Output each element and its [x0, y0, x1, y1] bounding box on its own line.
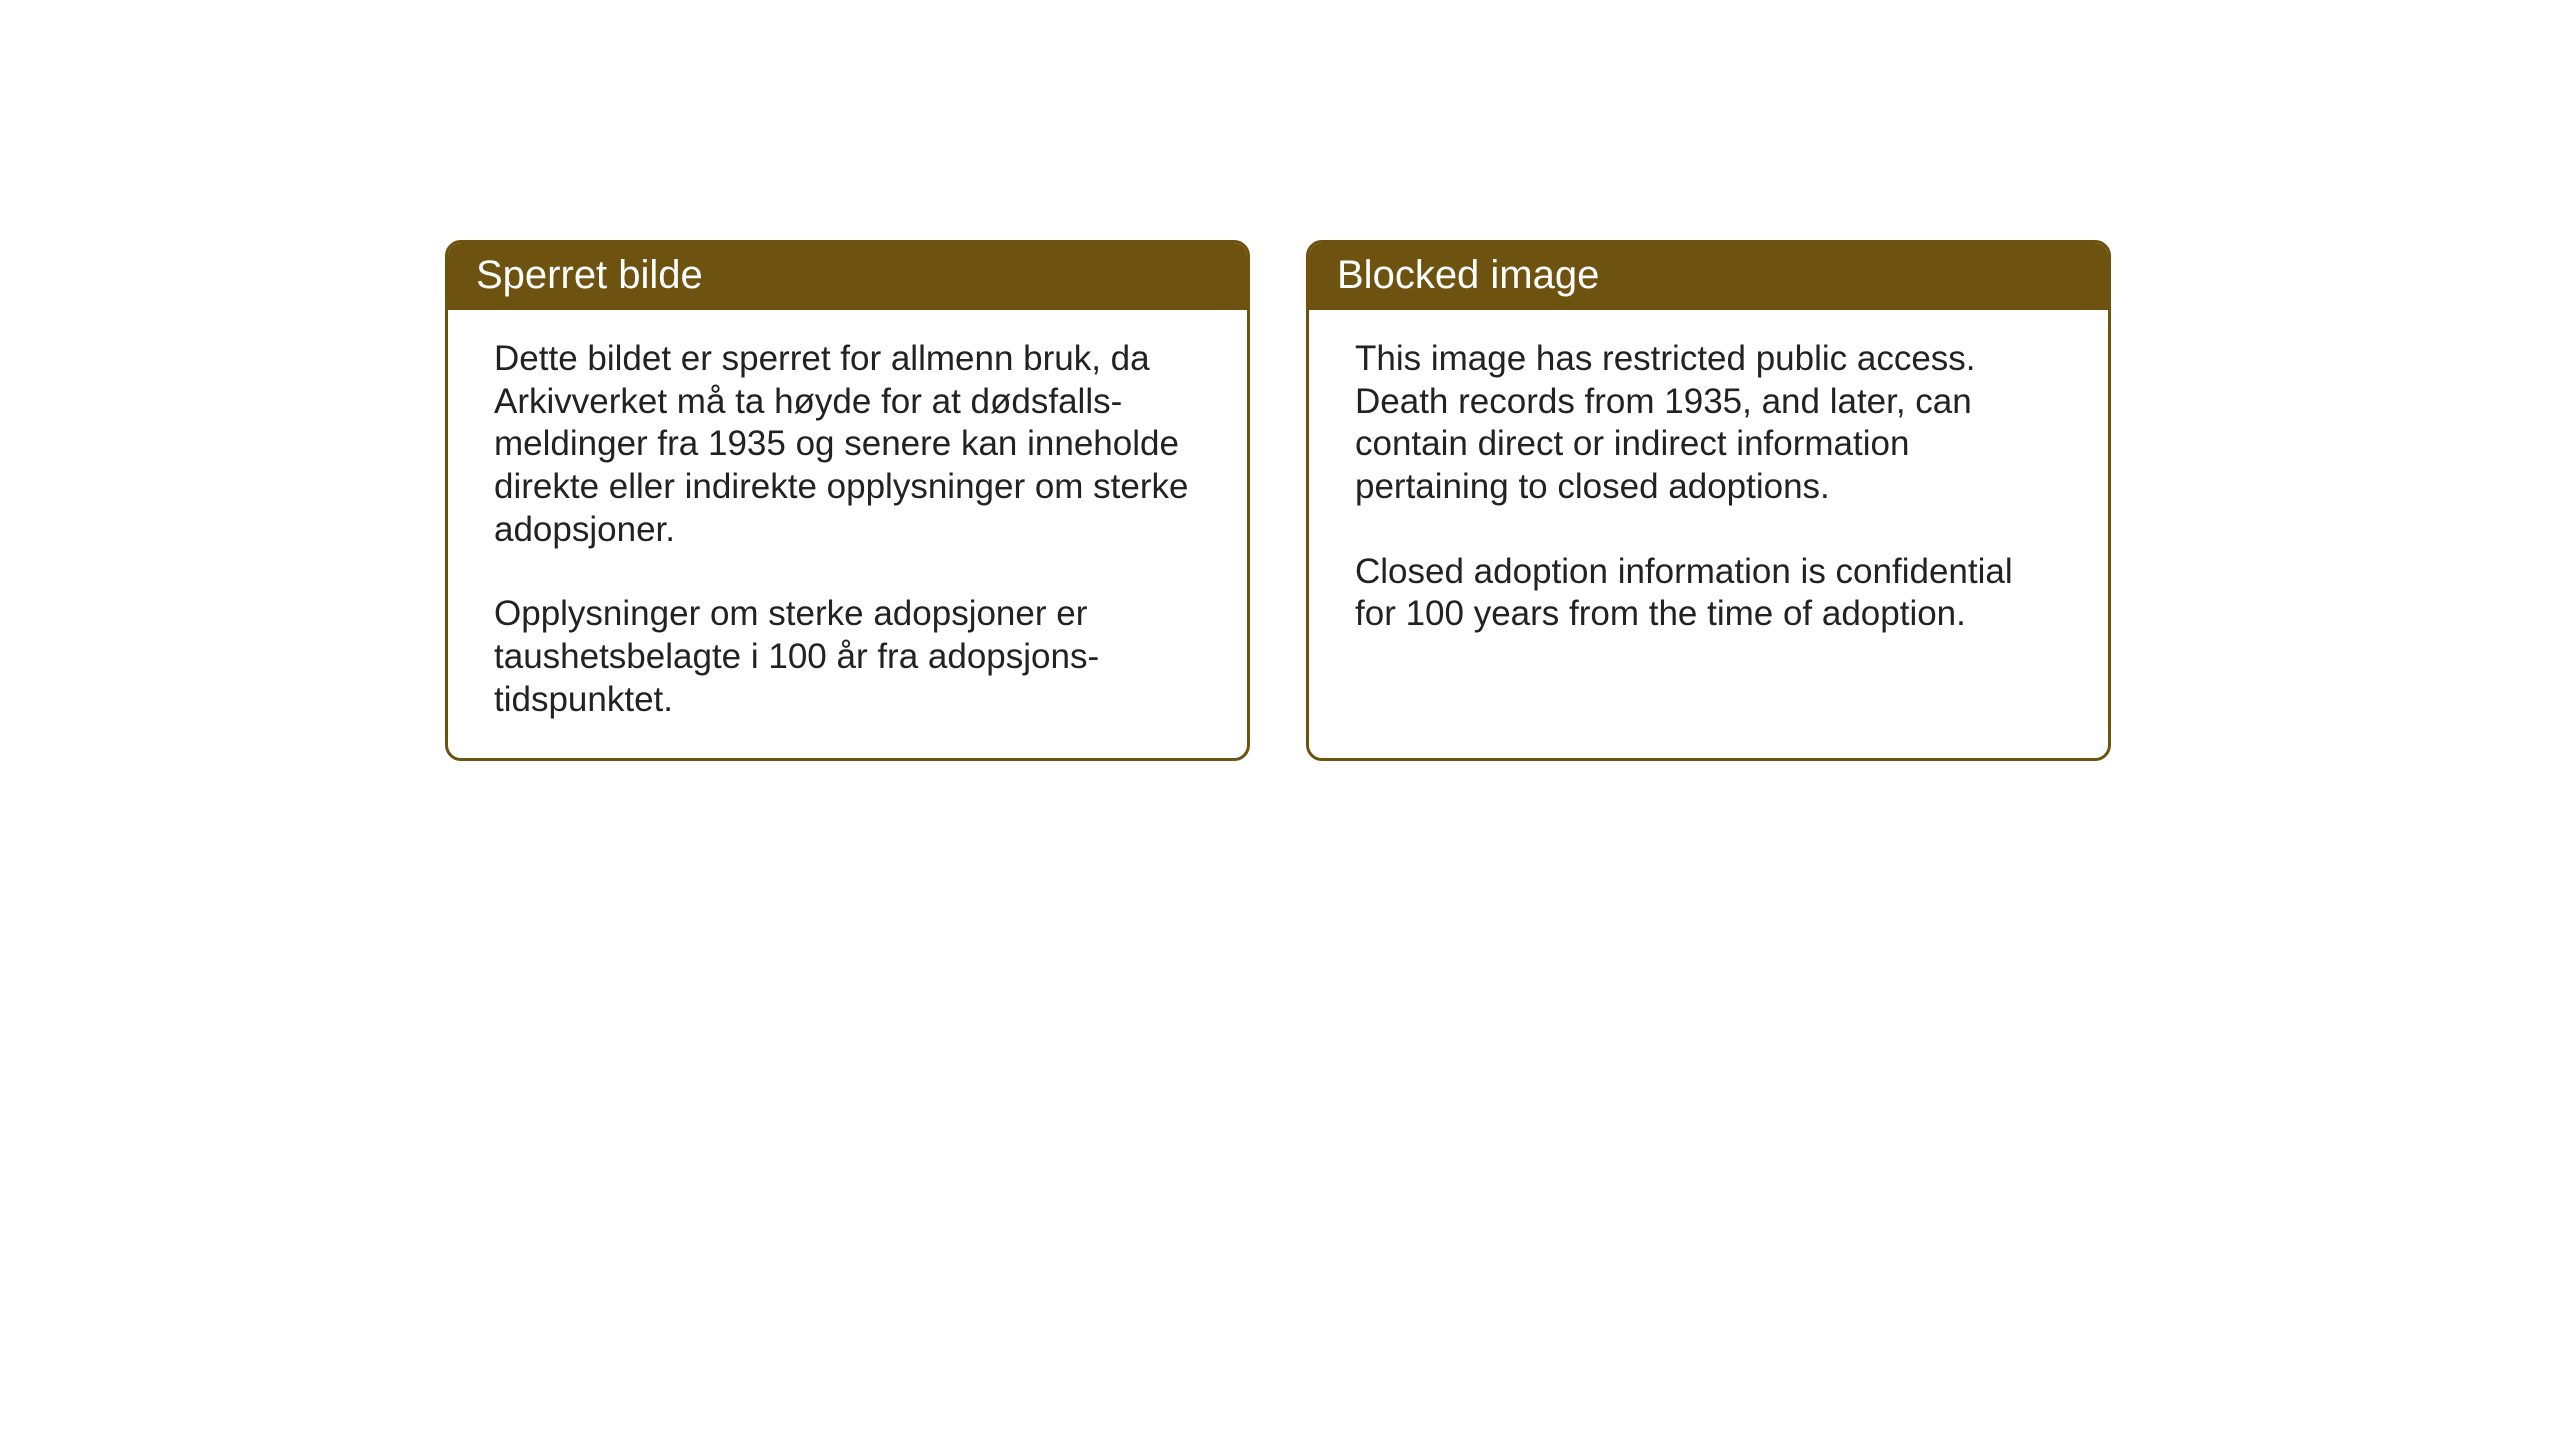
notice-card-english: Blocked image This image has restricted … — [1306, 240, 2111, 761]
card-title-norwegian: Sperret bilde — [476, 253, 703, 297]
card-paragraph-2-english: Closed adoption information is confident… — [1355, 551, 2062, 636]
card-header-english: Blocked image — [1309, 243, 2108, 310]
notice-cards-container: Sperret bilde Dette bildet er sperret fo… — [445, 240, 2111, 761]
card-paragraph-2-norwegian: Opplysninger om sterke adopsjoner er tau… — [494, 593, 1201, 721]
card-header-norwegian: Sperret bilde — [448, 243, 1247, 310]
card-paragraph-1-english: This image has restricted public access.… — [1355, 338, 2062, 509]
card-body-english: This image has restricted public access.… — [1309, 310, 2108, 750]
card-body-norwegian: Dette bildet er sperret for allmenn bruk… — [448, 310, 1247, 758]
notice-card-norwegian: Sperret bilde Dette bildet er sperret fo… — [445, 240, 1250, 761]
card-paragraph-1-norwegian: Dette bildet er sperret for allmenn bruk… — [494, 338, 1201, 551]
card-title-english: Blocked image — [1337, 253, 1599, 297]
